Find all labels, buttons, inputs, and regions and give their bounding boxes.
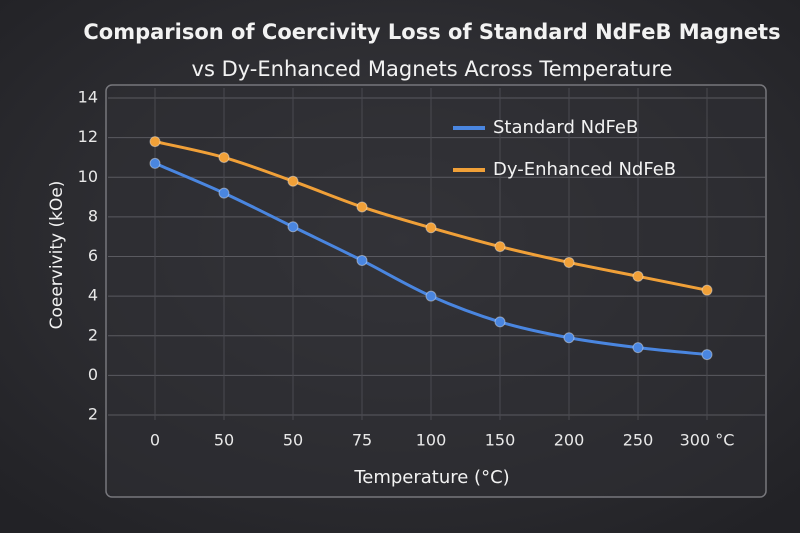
data-point [356, 201, 368, 213]
y-tick-label: 10 [78, 167, 98, 186]
data-point [425, 290, 437, 302]
data-point [149, 136, 161, 148]
y-tick-label: 12 [78, 127, 98, 146]
data-point [149, 157, 161, 169]
y-tick-label: 6 [88, 246, 98, 265]
chart-subtitle: vs Dy-Enhanced Magnets Across Temperatur… [192, 57, 673, 81]
x-tick-label: 150 [485, 431, 516, 450]
y-tick-label: 2 [88, 325, 98, 344]
plot-frame [105, 84, 767, 498]
x-tick-label: 300 °C [680, 431, 735, 450]
data-point [701, 349, 713, 361]
legend-label: Dy-Enhanced NdFeB [493, 159, 676, 180]
y-axis-label: Coeervivity (kOe) [47, 181, 67, 330]
x-tick-label: 50 [214, 431, 234, 450]
x-axis-label: Temperature (°C) [353, 467, 509, 488]
y-tick-label: 2 [88, 405, 98, 424]
y-tick-label: 4 [88, 286, 98, 305]
y-tick-label: 0 [88, 365, 98, 384]
x-tick-label: 0 [150, 431, 160, 450]
data-point [494, 316, 506, 328]
data-point [218, 187, 230, 199]
data-point [563, 256, 575, 268]
x-tick-label: 100 [416, 431, 447, 450]
data-point [425, 222, 437, 234]
x-tick-label: 250 [623, 431, 654, 450]
data-point [701, 284, 713, 296]
data-point [494, 241, 506, 253]
data-point [356, 254, 368, 266]
legend-label: Standard NdFeB [493, 117, 638, 138]
data-point [563, 332, 575, 344]
data-point [632, 342, 644, 354]
data-point [632, 270, 644, 282]
x-tick-label: 75 [352, 431, 372, 450]
x-tick-label: 50 [283, 431, 303, 450]
y-tick-label: 14 [78, 88, 98, 107]
chart-title: Comparison of Coercivity Loss of Standar… [83, 20, 780, 44]
data-point [287, 175, 299, 187]
x-tick-label: 200 [554, 431, 585, 450]
data-point [287, 221, 299, 233]
y-tick-label: 8 [88, 206, 98, 225]
data-point [218, 151, 230, 163]
